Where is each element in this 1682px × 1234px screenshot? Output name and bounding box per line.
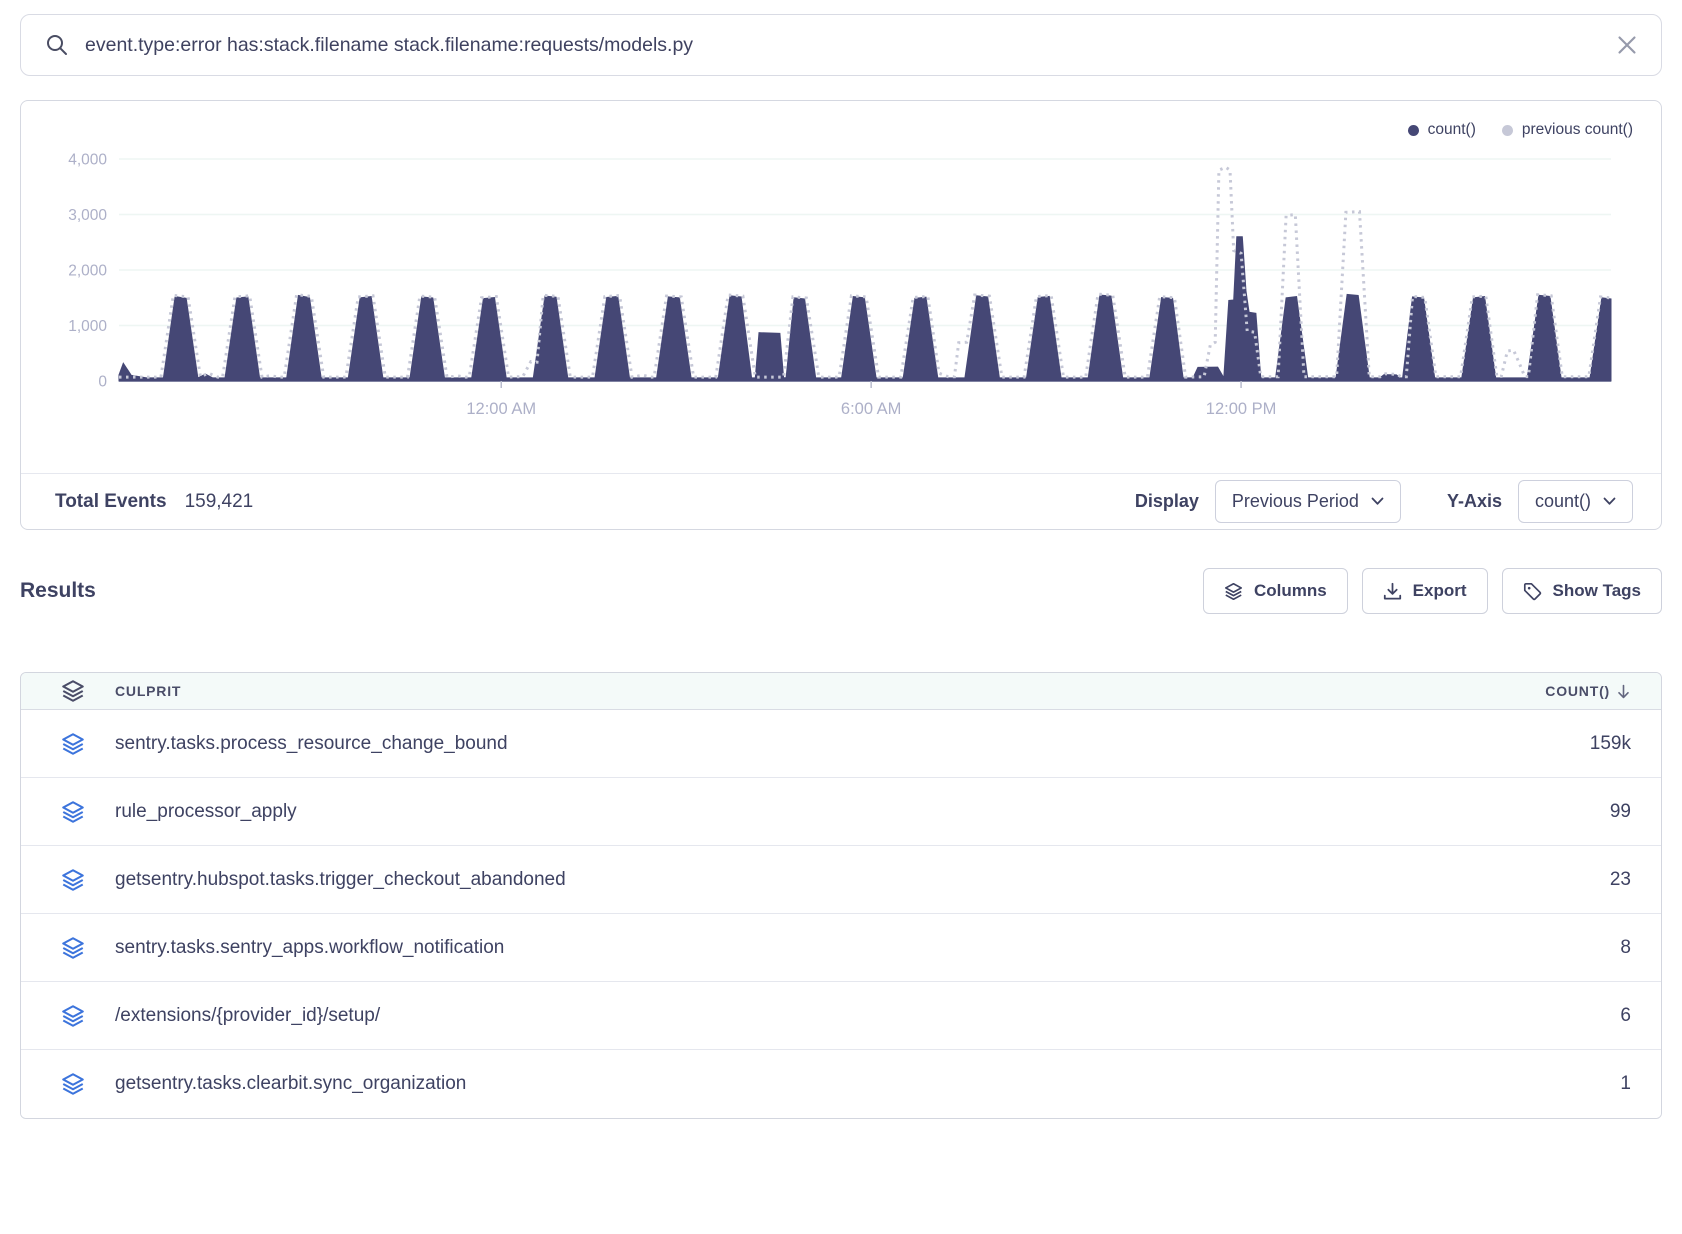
yaxis-dropdown-value: count() (1534, 491, 1591, 511)
columns-button-label: Columns (1253, 581, 1327, 600)
culprit-cell: sentry.tasks.process_resource_change_bou… (115, 732, 508, 754)
count-legend-dot (1407, 124, 1419, 136)
search-icon (47, 35, 67, 55)
svg-text:12:00 PM: 12:00 PM (1206, 400, 1277, 418)
stack-icon (61, 1072, 85, 1096)
culprit-cell: sentry.tasks.sentry_apps.workflow_notifi… (115, 936, 505, 958)
legend-item-count[interactable]: count() (1407, 121, 1476, 139)
display-dropdown[interactable]: Previous Period (1214, 480, 1401, 523)
export-button[interactable]: Export (1361, 568, 1488, 614)
table-row[interactable]: sentry.tasks.process_resource_change_bou… (21, 710, 1661, 778)
layers-icon (1224, 582, 1242, 600)
events-chart-panel: count() previous count() 0 1,000 2,000 3,00… (20, 100, 1662, 530)
table-row[interactable]: rule_processor_apply 99 (21, 778, 1661, 846)
count-cell: 99 (1609, 800, 1631, 822)
stack-icon (61, 732, 85, 756)
results-title: Results (20, 579, 96, 602)
count-cell: 6 (1620, 1004, 1631, 1026)
stack-icon (61, 868, 85, 892)
show-tags-button[interactable]: Show Tags (1501, 568, 1662, 614)
show-tags-button-label: Show Tags (1552, 581, 1641, 600)
chevron-down-icon (1603, 497, 1616, 505)
svg-text:1,000: 1,000 (68, 318, 107, 335)
count-cell: 159k (1589, 732, 1631, 754)
arrow-down-icon (1618, 684, 1629, 698)
count-cell: 1 (1620, 1073, 1631, 1094)
table-row[interactable]: sentry.tasks.sentry_apps.workflow_notifi… (21, 914, 1661, 982)
close-icon[interactable] (1617, 35, 1637, 55)
count-cell: 23 (1609, 868, 1631, 890)
download-icon (1383, 582, 1401, 600)
legend-item-previous-count[interactable]: previous count() (1501, 121, 1633, 139)
stack-icon (61, 936, 85, 960)
count-cell: 8 (1620, 936, 1631, 958)
search-input[interactable] (85, 33, 1601, 57)
yaxis-label: Y-Axis (1446, 491, 1502, 511)
columns-button[interactable]: Columns (1202, 568, 1348, 614)
stack-icon (61, 800, 85, 824)
svg-text:0: 0 (98, 374, 107, 391)
results-table-body: sentry.tasks.process_resource_change_bou… (21, 710, 1661, 1118)
svg-text:2,000: 2,000 (68, 263, 107, 280)
search-bar (20, 14, 1662, 76)
previous-count-legend-dot (1501, 124, 1513, 136)
svg-text:6:00 AM: 6:00 AM (841, 400, 902, 418)
table-row[interactable]: getsentry.tasks.clearbit.sync_organizati… (21, 1050, 1661, 1118)
culprit-cell: getsentry.tasks.clearbit.sync_organizati… (115, 1073, 467, 1094)
column-header-culprit[interactable]: CULPRIT (115, 683, 182, 699)
column-header-count[interactable]: COUNT() (1545, 683, 1631, 699)
legend-label: previous count() (1521, 121, 1633, 138)
table-row[interactable]: /extensions/{provider_id}/setup/6 (21, 982, 1661, 1050)
culprit-cell: /extensions/{provider_id}/setup/ (115, 1004, 381, 1026)
svg-text:4,000: 4,000 (68, 152, 107, 169)
culprit-cell: getsentry.hubspot.tasks.trigger_checkout… (115, 868, 566, 890)
results-header-row: Results Columns Export Show Tags (20, 568, 1662, 614)
yaxis-dropdown[interactable]: count() (1517, 480, 1633, 523)
table-row[interactable]: getsentry.hubspot.tasks.trigger_checkout… (21, 846, 1661, 914)
count-header-label: COUNT() (1545, 683, 1610, 699)
chart-svg[interactable]: 0 1,000 2,000 3,000 4,000 12:00 AM 6:00 AM 12:0… (21, 101, 1661, 473)
chart-footer: Total Events 159,421 Display Previous Pe… (21, 473, 1661, 529)
svg-text:3,000: 3,000 (68, 207, 107, 224)
chevron-down-icon (1371, 497, 1384, 505)
total-events-value: 159,421 (184, 490, 254, 512)
chart-legend: count() previous count() (1407, 121, 1633, 139)
results-table-header: CULPRIT COUNT() (21, 673, 1661, 710)
display-label: Display (1134, 491, 1199, 511)
total-events: Total Events 159,421 (55, 491, 253, 513)
stack-icon (61, 679, 85, 703)
total-events-label: Total Events (55, 490, 167, 512)
tag-icon (1523, 582, 1541, 600)
legend-label: count() (1427, 121, 1476, 138)
results-table: CULPRIT COUNT() sentry.tasks.process_res… (20, 672, 1662, 1119)
stack-icon (61, 1004, 85, 1028)
svg-text:12:00 AM: 12:00 AM (466, 400, 536, 418)
culprit-cell: rule_processor_apply (115, 800, 297, 822)
export-button-label: Export (1412, 581, 1467, 600)
display-dropdown-value: Previous Period (1231, 491, 1359, 511)
